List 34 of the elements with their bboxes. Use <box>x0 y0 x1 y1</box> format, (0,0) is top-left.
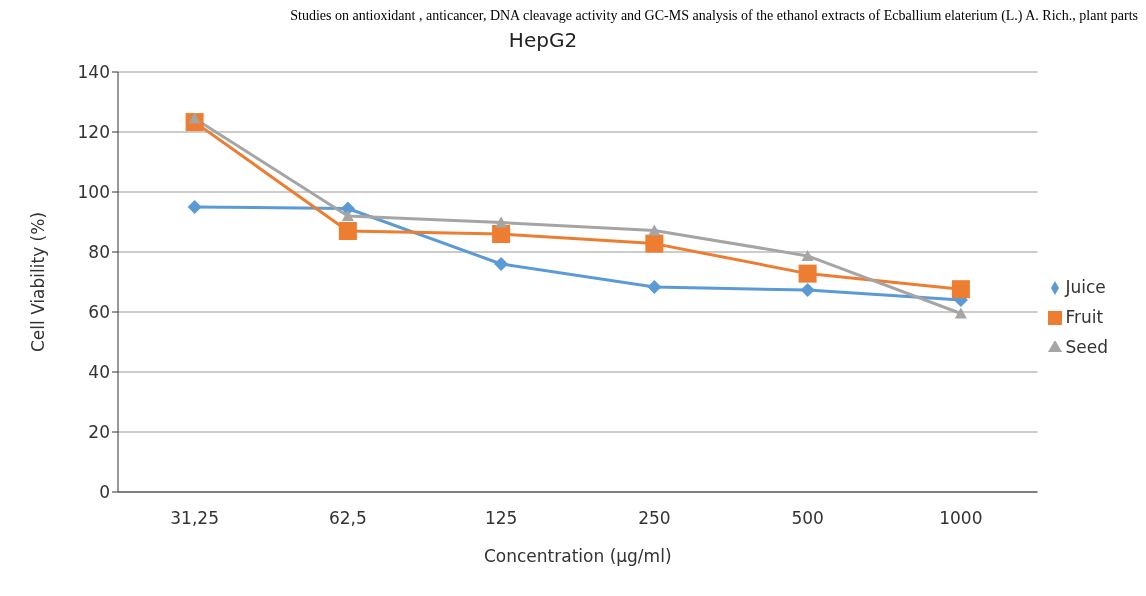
x-tick-label: 500 <box>791 508 824 529</box>
chart-title: HepG2 <box>507 28 579 52</box>
point <box>648 224 661 236</box>
point <box>647 280 662 295</box>
point <box>645 234 664 253</box>
point <box>951 280 970 299</box>
y-tick-label: 0 <box>99 482 110 503</box>
point <box>187 200 202 214</box>
x-tick-label: 1000 <box>939 508 983 529</box>
y-tick-label: 40 <box>88 362 110 383</box>
legend-label: Seed <box>1065 337 1108 357</box>
x-tick-label: 62,5 <box>328 508 367 529</box>
legend-label: Fruit <box>1065 307 1104 327</box>
y-axis-title: Cell Viability (%) <box>28 211 49 353</box>
point <box>798 264 817 283</box>
x-tick-label: 125 <box>484 508 518 529</box>
y-tick-label: 120 <box>77 122 110 143</box>
point <box>800 283 815 298</box>
point <box>338 222 357 240</box>
x-tick-label: 31,25 <box>170 508 219 529</box>
y-tick-label: 60 <box>88 302 110 323</box>
text: Studies on antioxidant , anticancer, DNA cleavage activity and GC-MS analysis of the ethanol extracts of Ecballium elaterium (L.) A. Rich., plant parts <box>289 8 1138 24</box>
point <box>341 210 354 221</box>
y-tick-label: 80 <box>88 242 110 263</box>
y-tick-label: 140 <box>77 62 110 83</box>
x-tick-label: 250 <box>638 508 671 529</box>
point <box>801 249 814 261</box>
x-axis-title: Concentration (µg/ml) <box>483 546 672 566</box>
point <box>954 307 967 319</box>
point <box>494 257 509 271</box>
point <box>495 216 508 228</box>
legend-label: Juice <box>1065 277 1106 297</box>
y-tick-label: 100 <box>77 182 110 203</box>
y-tick-label: 20 <box>88 422 110 443</box>
